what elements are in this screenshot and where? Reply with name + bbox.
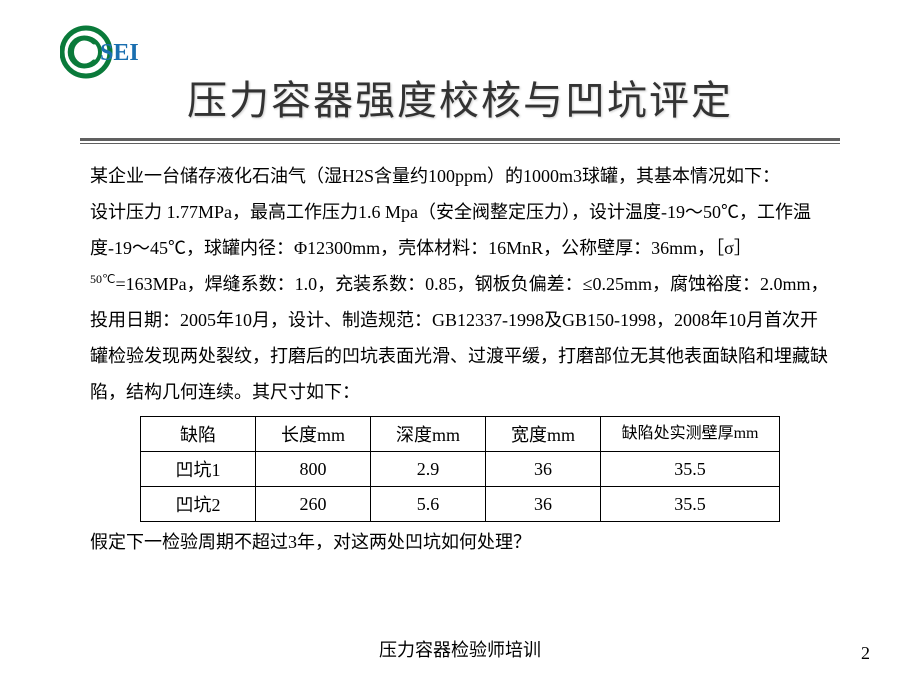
table-row: 凹坑1 800 2.9 36 35.5 [141, 452, 780, 487]
defect-table: 缺陷 长度mm 深度mm 宽度mm 缺陷处实测壁厚mm 凹坑1 800 2.9 … [140, 416, 780, 522]
col-length: 长度mm [256, 417, 371, 452]
col-width: 宽度mm [486, 417, 601, 452]
page-number: 2 [861, 643, 870, 664]
body-line-1: 某企业一台储存液化石油气（湿H2S含量约100ppm）的1000m3球罐，其基本… [90, 158, 830, 194]
csei-logo: SEI [60, 24, 138, 80]
table-row: 凹坑2 260 5.6 36 35.5 [141, 487, 780, 522]
table-header-row: 缺陷 长度mm 深度mm 宽度mm 缺陷处实测壁厚mm [141, 417, 780, 452]
body-line-2: 设计压力 1.77MPa，最高工作压力1.6 Mpa（安全阀整定压力），设计温度… [90, 194, 830, 410]
col-depth: 深度mm [371, 417, 486, 452]
col-defect: 缺陷 [141, 417, 256, 452]
question-text: 假定下一检验周期不超过3年，对这两处凹坑如何处理？ [90, 528, 830, 554]
logo-text: SEI [100, 40, 138, 66]
body-text: 某企业一台储存液化石油气（湿H2S含量约100ppm）的1000m3球罐，其基本… [90, 158, 830, 410]
footer-text: 压力容器检验师培训 [0, 636, 920, 662]
col-thickness: 缺陷处实测壁厚mm [601, 417, 780, 452]
title-underline [80, 138, 840, 144]
slide-title: 压力容器强度校核与凹坑评定 [0, 0, 920, 126]
